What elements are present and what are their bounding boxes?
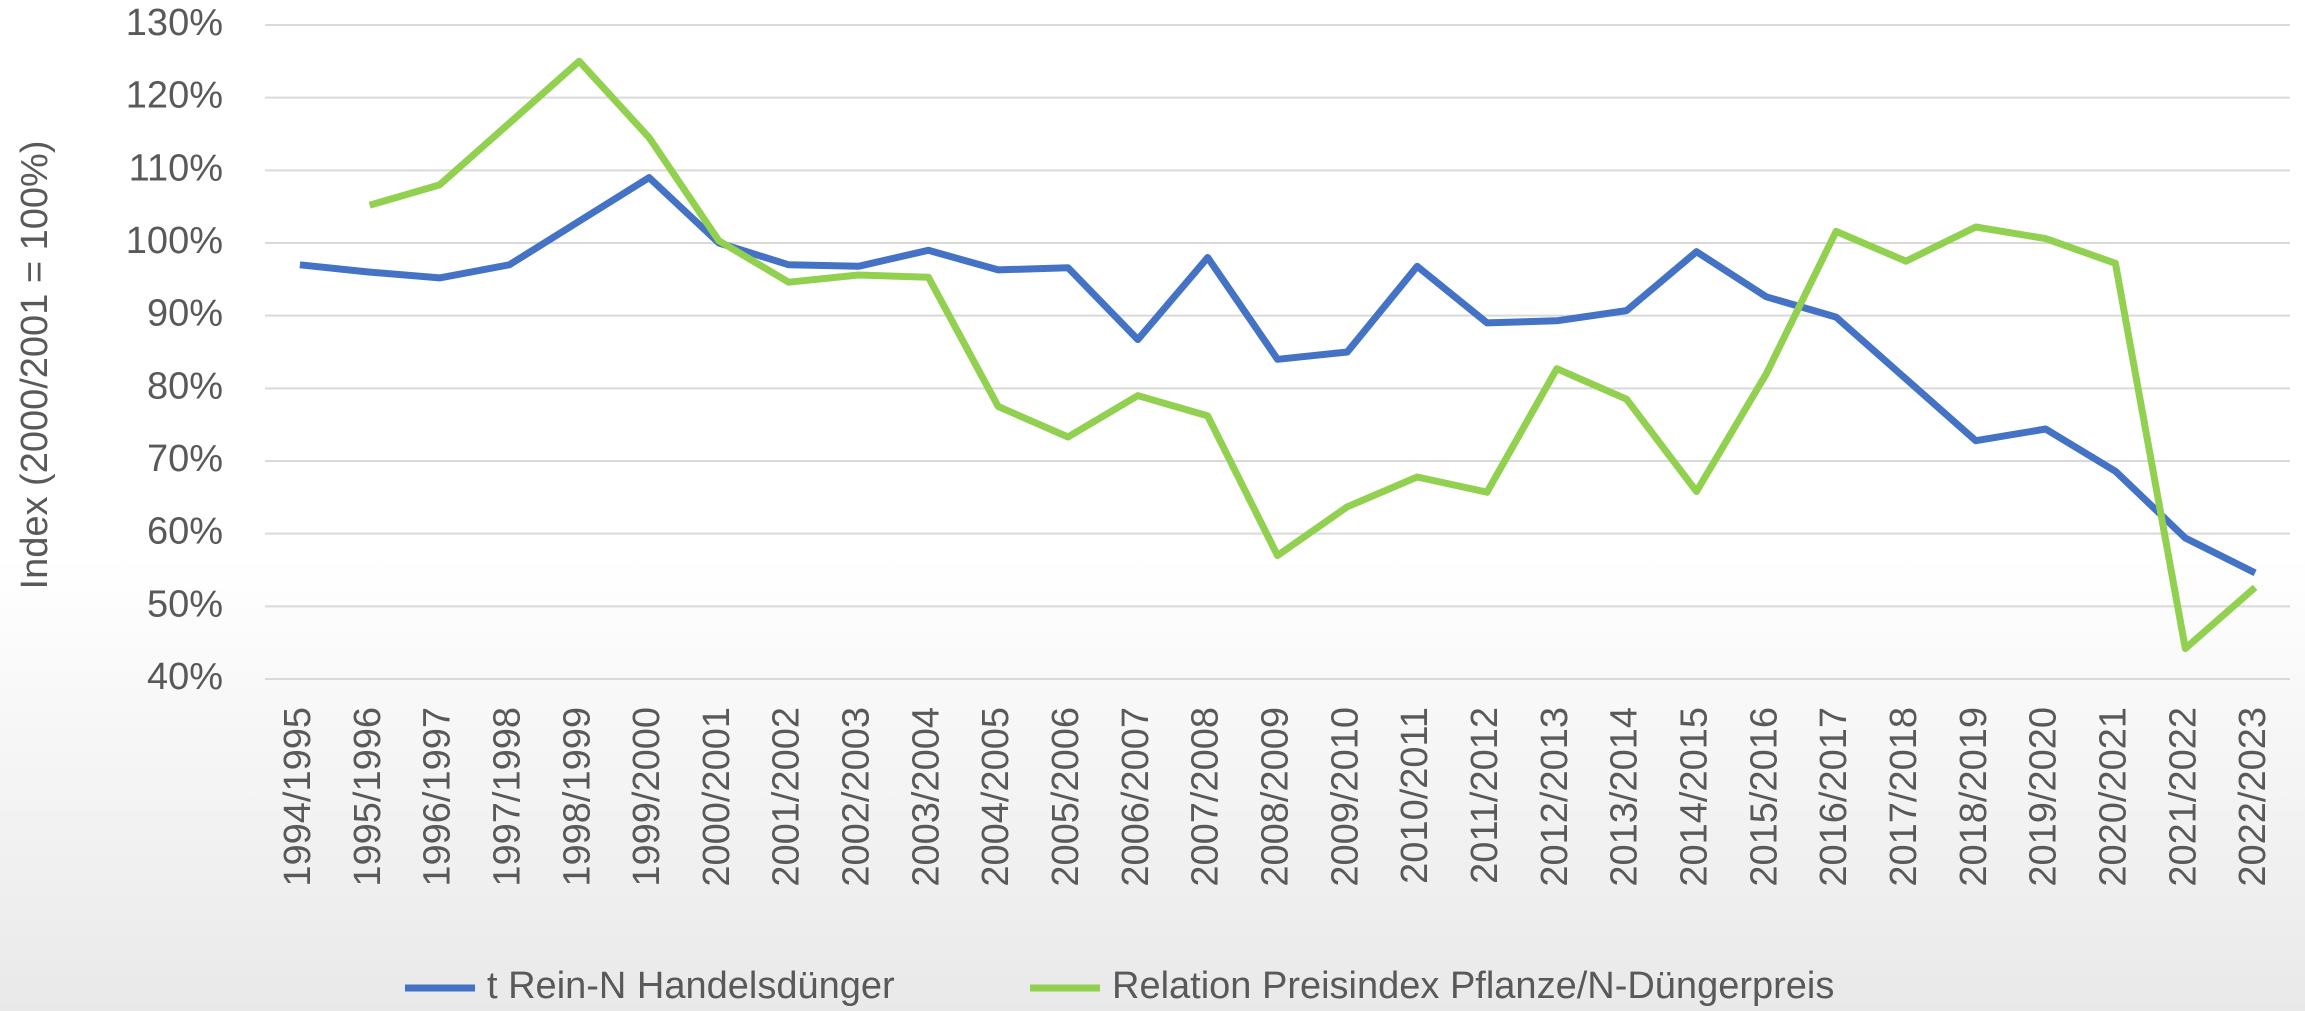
x-tick-label: 2020/2021 bbox=[2092, 707, 2134, 887]
x-tick-label: 2007/2008 bbox=[1185, 707, 1227, 887]
legend-label: Relation Preisindex Pflanze/N-Düngerprei… bbox=[1112, 965, 1834, 1007]
y-tick-label: 130% bbox=[126, 2, 223, 44]
x-tick-label: 2017/2018 bbox=[1883, 707, 1925, 887]
x-tick-label: 2019/2020 bbox=[2023, 707, 2065, 887]
y-tick-label: 120% bbox=[126, 75, 223, 117]
x-tick-label: 1997/1998 bbox=[486, 707, 528, 887]
x-tick-label: 2016/2017 bbox=[1813, 707, 1855, 887]
y-tick-label: 70% bbox=[147, 438, 223, 480]
x-tick-label: 2004/2005 bbox=[975, 707, 1017, 887]
x-tick-label: 2008/2009 bbox=[1255, 707, 1297, 887]
y-tick-label: 50% bbox=[147, 583, 223, 625]
x-tick-label: 2011/2012 bbox=[1464, 707, 1506, 884]
x-tick-label: 1996/1997 bbox=[417, 707, 459, 887]
x-tick-label: 2009/2010 bbox=[1324, 707, 1366, 887]
x-tick-label: 2022/2023 bbox=[2232, 707, 2274, 887]
x-tick-label: 2015/2016 bbox=[1743, 707, 1785, 887]
y-tick-label: 90% bbox=[147, 293, 223, 335]
x-tick-label: 2013/2014 bbox=[1604, 707, 1646, 887]
x-tick-label: 2000/2001 bbox=[696, 707, 738, 887]
x-tick-label: 1998/1999 bbox=[556, 707, 598, 887]
x-tick-label: 2018/2019 bbox=[1953, 707, 1995, 887]
x-tick-label: 1995/1996 bbox=[347, 707, 389, 887]
x-tick-label: 2002/2003 bbox=[836, 707, 878, 887]
legend-label: t Rein-N Handelsdünger bbox=[487, 965, 895, 1007]
series-line bbox=[368, 57, 2258, 652]
y-tick-label: 80% bbox=[147, 365, 223, 407]
x-tick-label: 2012/2013 bbox=[1534, 707, 1576, 887]
y-tick-label: 100% bbox=[126, 220, 223, 262]
x-tick-label: 2003/2004 bbox=[905, 707, 947, 887]
x-tick-label: 1999/2000 bbox=[626, 707, 668, 887]
x-tick-label: 2010/2011 bbox=[1394, 707, 1436, 884]
x-tick-label: 2006/2007 bbox=[1115, 707, 1157, 887]
x-tick-label: 2005/2006 bbox=[1045, 707, 1087, 887]
x-tick-label: 2001/2002 bbox=[766, 707, 808, 887]
y-axis-label: Index (2000/2001 = 100%) bbox=[14, 141, 56, 590]
y-tick-label: 110% bbox=[129, 147, 223, 189]
x-tick-label: 2021/2022 bbox=[2162, 707, 2204, 887]
y-tick-label: 40% bbox=[147, 656, 223, 698]
x-tick-label: 1994/1995 bbox=[277, 707, 319, 887]
series-line bbox=[299, 174, 2257, 577]
x-tick-label: 2014/2015 bbox=[1673, 707, 1715, 887]
y-tick-label: 60% bbox=[147, 511, 223, 553]
